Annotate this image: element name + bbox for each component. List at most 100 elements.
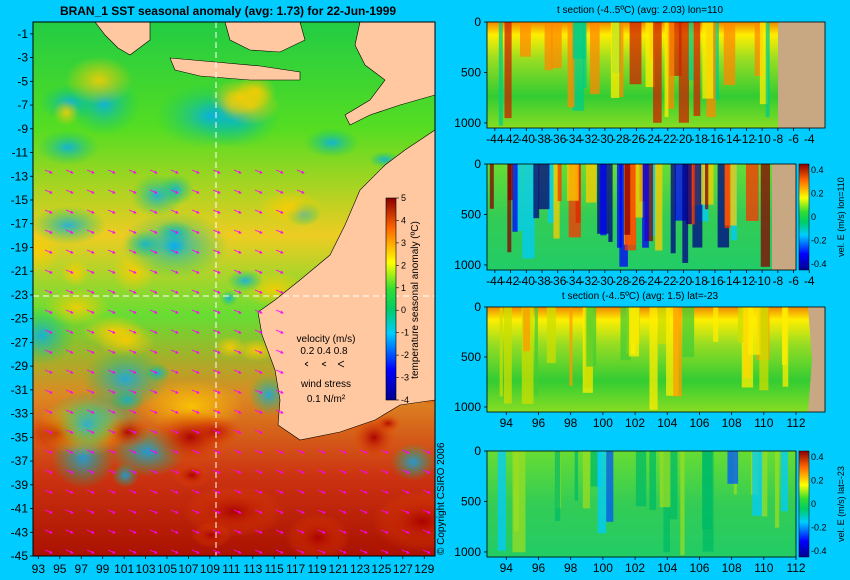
section-feature — [521, 307, 534, 404]
section-feature — [655, 164, 663, 251]
wind-arrow — [44, 529, 53, 534]
section-feature — [585, 164, 597, 203]
land-java — [169, 57, 301, 81]
velocity-colorbar-tick-label: 0.2 — [811, 475, 824, 485]
section-feature — [624, 164, 631, 235]
wind-arrow — [275, 489, 284, 494]
wind-arrow — [65, 469, 74, 474]
wind-arrow — [191, 489, 200, 494]
wind-arrow — [149, 269, 158, 274]
lon-tick-label: 111 — [222, 562, 241, 576]
section-feature — [705, 164, 709, 210]
x-tick-label: -20 — [675, 132, 693, 146]
map-title: BRAN_1 SST seasonal anomaly (avg: 1.73) … — [60, 4, 396, 18]
wind-arrow — [422, 449, 431, 454]
eddy — [144, 363, 171, 383]
wind-arrow — [191, 189, 200, 194]
wind-arrow — [275, 169, 284, 174]
wind-arrow — [149, 329, 158, 334]
wind-arrow — [380, 529, 389, 534]
wind-arrow — [233, 289, 242, 294]
section-feature — [759, 307, 769, 391]
panel3-land — [808, 307, 825, 412]
section-feature — [534, 307, 538, 396]
panel2-plot — [486, 163, 797, 271]
wind-arrow — [401, 449, 410, 454]
lon-tick-label: 109 — [200, 562, 220, 576]
x-tick-label: 108 — [722, 561, 742, 575]
wind-arrow — [65, 389, 74, 394]
lon-tick-label: 103 — [136, 562, 156, 576]
section-feature — [619, 164, 628, 267]
wind-arrow — [275, 189, 284, 194]
wind-arrow — [44, 429, 53, 434]
eddy — [257, 190, 323, 225]
panel3-depth-ticks: 0 500 1000 — [454, 300, 487, 414]
wind-arrow — [254, 549, 263, 554]
wind-arrow — [128, 169, 137, 174]
section-feature — [727, 451, 739, 484]
colorbar-tick-label: -3 — [401, 373, 409, 383]
section-feature — [702, 22, 714, 99]
section-feature — [567, 22, 575, 108]
wind-arrow — [107, 169, 116, 174]
eddy — [60, 258, 90, 287]
x-tick-label: -32 — [581, 274, 599, 288]
x-tick-label: -10 — [753, 274, 771, 288]
wind-arrow — [149, 489, 158, 494]
wind-arrow — [86, 209, 95, 214]
wind-arrow — [107, 229, 116, 234]
wind-arrow — [233, 529, 242, 534]
section-feature — [503, 307, 512, 404]
lat-tick-label: -17 — [11, 217, 29, 231]
wind-arrow — [275, 509, 284, 514]
x-tick-label: -36 — [549, 132, 567, 146]
wind-arrow — [233, 229, 242, 234]
x-tick-label: 94 — [500, 416, 514, 430]
wind-arrow — [107, 489, 116, 494]
section-feature — [520, 22, 531, 57]
section-feature — [653, 22, 662, 123]
wind-arrow — [107, 329, 116, 334]
section-feature — [551, 22, 562, 69]
depth-tick-label: 0 — [474, 444, 481, 458]
wind-arrow — [86, 449, 95, 454]
wind-arrow — [233, 369, 242, 374]
x-tick-label: -18 — [691, 132, 709, 146]
land-sumatra-java — [94, 22, 151, 56]
wind-legend-scale: 0.1 N/m² — [307, 394, 346, 405]
wind-arrow — [212, 309, 221, 314]
section-feature — [645, 22, 656, 88]
wind-arrow — [191, 449, 200, 454]
wind-arrow — [380, 509, 389, 514]
section-feature — [723, 22, 736, 85]
wind-arrow — [380, 489, 389, 494]
section-feature — [507, 164, 513, 201]
wind-arrow — [170, 369, 179, 374]
eddy — [149, 408, 232, 466]
wind-arrow — [44, 489, 53, 494]
wind-arrow — [359, 529, 368, 534]
wind-arrow — [254, 489, 263, 494]
eddy — [220, 85, 280, 126]
wind-arrow — [233, 489, 242, 494]
wind-arrow — [128, 269, 137, 274]
lat-tick-label: -15 — [11, 193, 29, 207]
section-feature — [616, 164, 623, 248]
wind-arrow — [170, 329, 179, 334]
section-feature — [659, 451, 671, 508]
wind-arrow — [254, 329, 263, 334]
section-feature — [499, 307, 503, 397]
wind-arrow — [296, 169, 305, 174]
lon-tick-label: 95 — [53, 562, 67, 576]
x-tick-label: -42 — [502, 274, 520, 288]
lat-tick-label: -29 — [11, 359, 29, 373]
lat-tick-label: -41 — [11, 502, 29, 516]
section-feature — [745, 164, 759, 221]
sst-colorbar — [385, 197, 397, 401]
wind-arrow — [212, 209, 221, 214]
section-feature — [678, 22, 689, 123]
wind-arrow — [128, 449, 137, 454]
wind-arrow — [149, 389, 158, 394]
wind-arrow — [149, 169, 158, 174]
